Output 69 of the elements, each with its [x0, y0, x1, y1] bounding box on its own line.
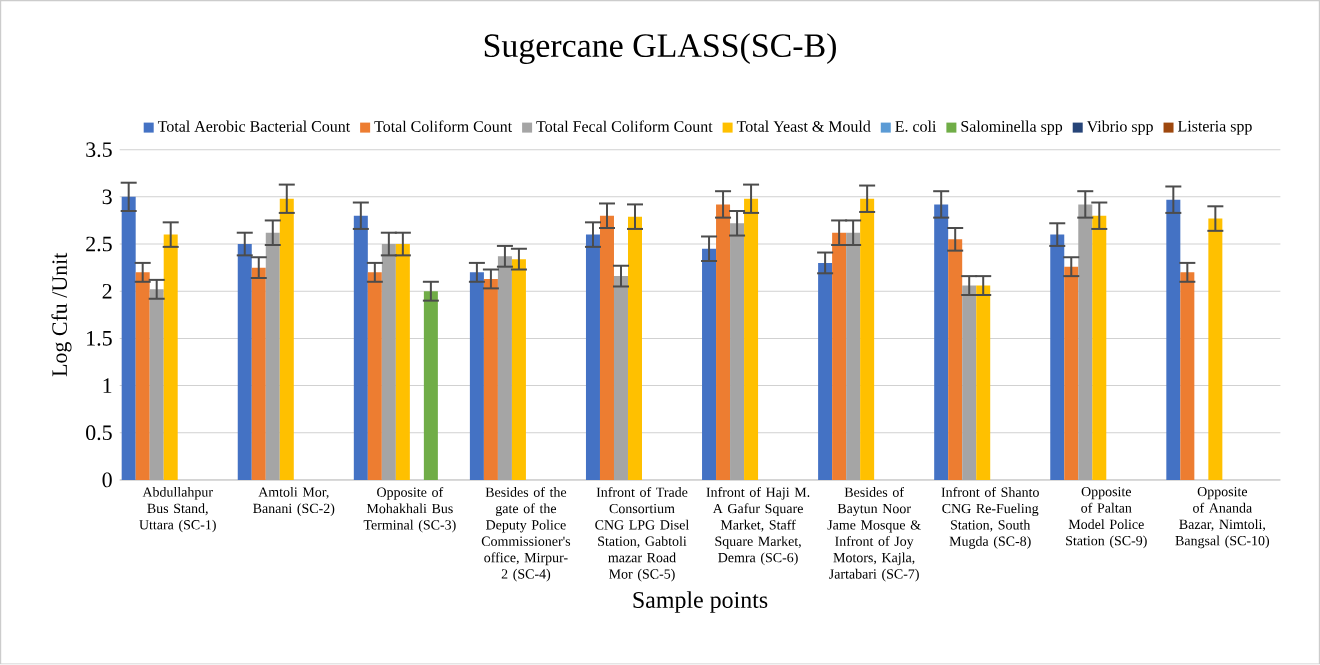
y-axis-title: Log Cfu /Unit [51, 252, 72, 377]
bar [265, 232, 280, 481]
y-tick-label: 2 [102, 284, 112, 299]
bar [1050, 234, 1065, 481]
bar [469, 272, 484, 481]
bar [818, 263, 833, 481]
legend-label: Total Fecal Coliform Count [536, 120, 713, 133]
x-tick-label: Amtoli Mor, Banani (SC-2) [253, 487, 335, 517]
bar [744, 198, 759, 481]
bar [395, 244, 410, 481]
legend-label: E. coli [895, 120, 937, 133]
bar [832, 232, 847, 481]
bar [163, 234, 178, 481]
bar [627, 216, 642, 481]
bar [702, 248, 717, 481]
y-tick-label: 0 [102, 472, 112, 488]
y-tick-label: 0.5 [86, 425, 112, 441]
bar [1064, 266, 1079, 481]
y-tick-label: 1 [103, 378, 112, 393]
x-tick-label: Opposite of Ananda Bazar, Nimtoli, Bangsal (SC-10) [1175, 487, 1270, 549]
x-tick-label: Besides of the gate of the Deputy Police Commissioner's office, Mirpur-2 (SC-4) [481, 487, 571, 582]
bar [962, 285, 977, 481]
legend-label: Listeria spp [1177, 121, 1252, 135]
bar [599, 215, 614, 481]
bar [613, 276, 628, 481]
bar [1208, 218, 1223, 481]
chart-title: Sugercane GLASS(SC-B) [484, 33, 836, 65]
x-tick-label: Infront of Shanto CNG Re-Fueling Station, South Mugda (SC-8) [941, 487, 1039, 549]
x-tick-label: Opposite of Mohakhali Bus Terminal (SC-3) [363, 487, 456, 533]
y-tick-label: 3 [102, 189, 112, 205]
bar [948, 239, 963, 481]
legend-label: Vibrio spp [1086, 120, 1153, 136]
bar [1092, 215, 1107, 481]
x-axis-title: Sample points [633, 591, 768, 614]
y-tick-label: 1.5 [87, 331, 112, 346]
bar [237, 244, 252, 481]
bar [149, 289, 164, 481]
bar [511, 259, 526, 481]
bar [585, 234, 600, 481]
bar [367, 272, 382, 481]
bar [934, 204, 949, 481]
bar [846, 232, 861, 481]
bar [1180, 272, 1195, 481]
bar [1078, 204, 1093, 481]
bar [976, 285, 991, 481]
bar [860, 198, 875, 481]
bar [423, 291, 438, 481]
bar [497, 256, 512, 481]
x-tick-label: Besides of Baytun Noor Jame Mosque & Infront of Joy Motors, Kajla, Jartabari (SC-7) [827, 487, 921, 582]
x-tick-label: Infront of Haji M. A Gafur Square Market, Staff Square Market, Demra (SC-6) [706, 487, 810, 566]
y-tick-label: 2.5 [86, 236, 112, 252]
legend-label: Total Aerobic Bacterial Count [157, 120, 351, 132]
x-tick-label: Abdullahpur Bus Stand, Uttara (SC-1) [139, 487, 216, 533]
bar [381, 244, 396, 481]
bar [353, 215, 368, 481]
legend-label: Total Coliform Count [374, 120, 513, 133]
bar [483, 279, 498, 481]
bar [730, 223, 745, 481]
bar [279, 198, 294, 481]
bar [1166, 199, 1181, 481]
y-tick-label: 3.5 [86, 142, 112, 158]
legend-label: Salominella spp [961, 120, 1063, 136]
bar [716, 204, 731, 481]
bar [121, 197, 136, 481]
x-tick-label: Opposite of Paltan Model Police Station (SC-9) [1066, 487, 1147, 549]
x-tick-label: Infront of Trade Consortium CNG LPG Disel Station, Gabtoli mazar Road Mor (SC-5) [595, 487, 689, 582]
legend-label: Total Yeast & Mould [736, 120, 871, 132]
bar [135, 272, 150, 481]
bar [251, 267, 266, 481]
